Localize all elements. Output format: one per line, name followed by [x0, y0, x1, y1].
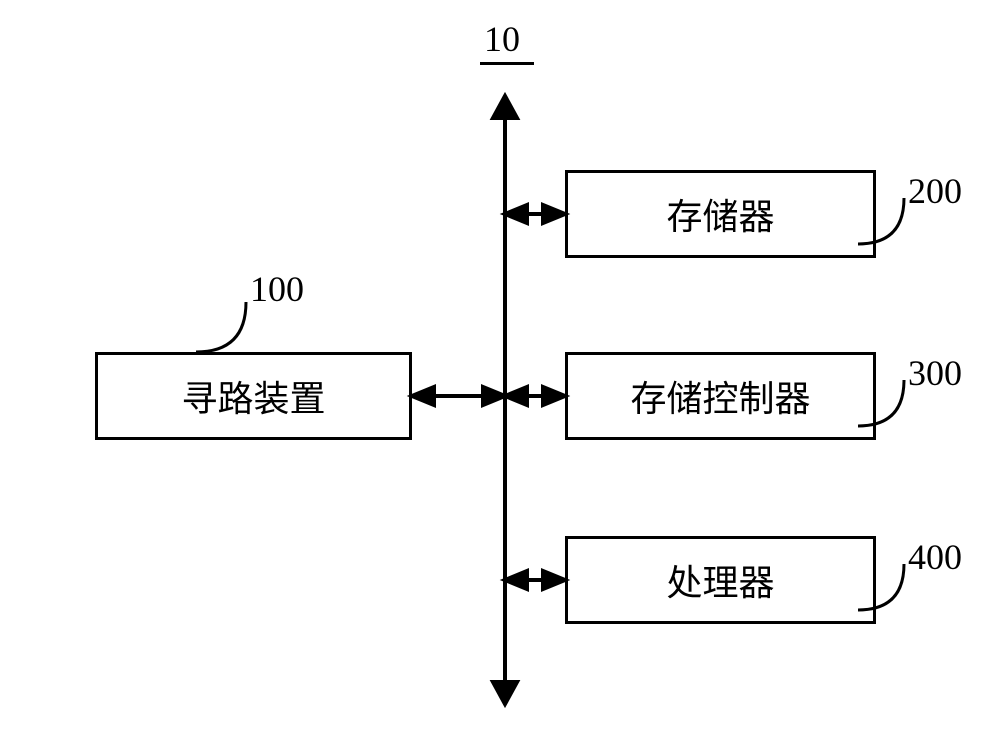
block-memory: 存储器 [565, 170, 876, 258]
connector-memory [505, 205, 565, 223]
ref-200-text: 200 [908, 171, 962, 211]
block-processor: 处理器 [565, 536, 876, 624]
ref-400: 400 [908, 536, 962, 578]
ref-300-text: 300 [908, 353, 962, 393]
connector-processor [505, 571, 565, 589]
connector-pathfinder [412, 387, 505, 405]
block-controller-label: 存储控制器 [630, 370, 810, 422]
ref-300: 300 [908, 352, 962, 394]
ref-200: 200 [908, 170, 962, 212]
ref-100-text: 100 [250, 269, 304, 309]
diagram-canvas: 10 寻路装置 100 存储器 200 存储控制器 300 处理器 400 [0, 0, 1000, 733]
bus-line [493, 96, 517, 704]
figure-number-underline [480, 62, 534, 65]
block-pathfinder: 寻路装置 [95, 352, 412, 440]
figure-number-text: 10 [484, 19, 520, 59]
ref-100: 100 [250, 268, 304, 310]
ref-400-text: 400 [908, 537, 962, 577]
block-memory-label: 存储器 [666, 188, 774, 240]
block-processor-label: 处理器 [666, 554, 774, 606]
block-controller: 存储控制器 [565, 352, 876, 440]
leader-100 [196, 302, 246, 352]
block-pathfinder-label: 寻路装置 [181, 370, 325, 422]
figure-number: 10 [484, 18, 520, 60]
connector-controller [505, 387, 565, 405]
